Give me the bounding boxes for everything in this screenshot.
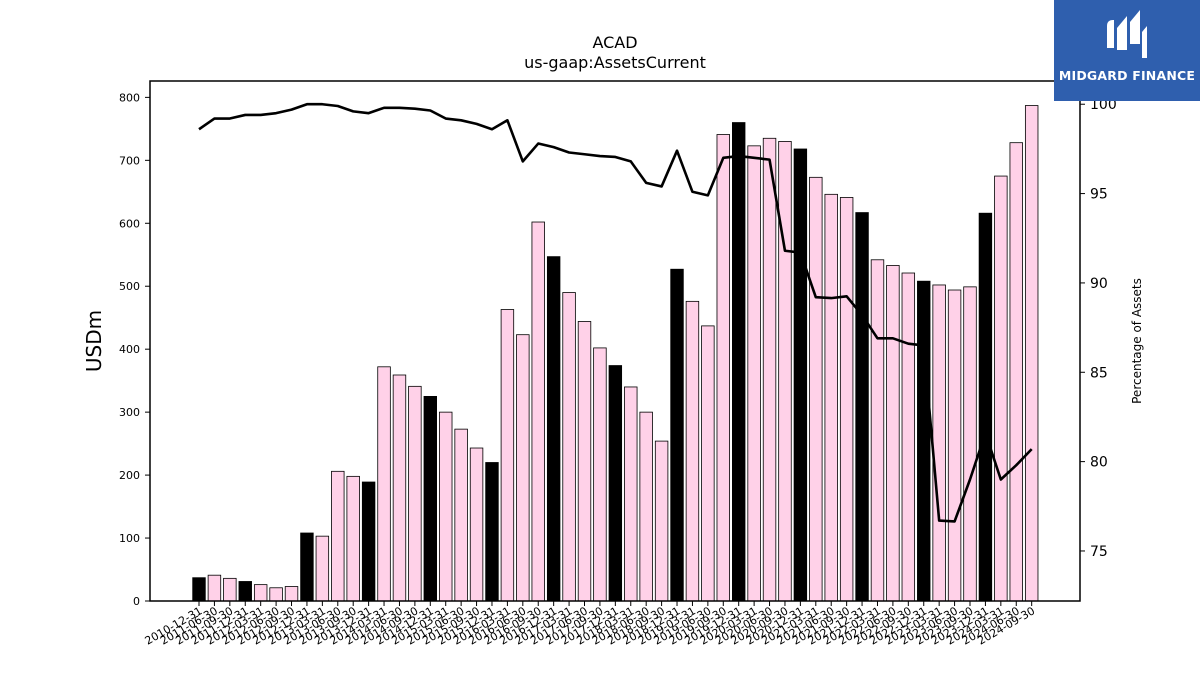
bar (839, 197, 854, 602)
chart-subtitle: us-gaap:AssetsCurrent (524, 53, 706, 72)
bar (593, 347, 607, 602)
bar (408, 385, 422, 602)
y-tick-label: 800 (119, 91, 140, 104)
bar (238, 581, 252, 602)
bar (516, 334, 530, 602)
bar (269, 587, 283, 602)
bar (1024, 105, 1039, 602)
y-tick-label: 200 (119, 469, 140, 482)
y-tick-label: 300 (119, 406, 140, 419)
bar (377, 366, 391, 602)
chart-title: ACAD (592, 33, 637, 52)
bar (824, 193, 838, 602)
bar (994, 175, 1008, 602)
axes-layer: 0100200300400500600700800758085909510020… (119, 80, 1117, 648)
bar (546, 256, 561, 602)
bar (793, 148, 808, 602)
midgard-finance-logo: MIDGARD FINANCE (1054, 0, 1200, 101)
bar (947, 289, 962, 602)
bar (639, 411, 653, 602)
y-tick-label: 600 (119, 217, 140, 230)
percentage-line (198, 102, 1033, 523)
bar (253, 584, 268, 602)
bar (454, 428, 468, 602)
bar (701, 325, 715, 602)
bar (392, 374, 407, 602)
bar (284, 586, 299, 602)
y2-tick-label: 90 (1090, 276, 1108, 292)
line-layer (198, 102, 1033, 523)
y2-tick-label: 75 (1090, 544, 1108, 560)
bar (331, 470, 345, 602)
bar (855, 212, 869, 602)
y2-tick-label: 80 (1090, 455, 1108, 471)
bar (469, 447, 484, 602)
bar (716, 134, 730, 602)
y2-tick-label: 100 (1090, 97, 1117, 113)
bar (1009, 142, 1023, 602)
bar (207, 574, 222, 602)
bar (932, 284, 946, 602)
bar (886, 265, 900, 602)
bar (485, 462, 499, 602)
bar (809, 176, 823, 602)
bar (300, 532, 314, 602)
bar (747, 145, 761, 602)
y-axis-label: USDm (82, 310, 106, 372)
bar (500, 309, 515, 602)
bar (670, 268, 684, 602)
midgard-mark-icon (1107, 10, 1147, 58)
bar (963, 286, 977, 602)
y2-tick-label: 95 (1090, 187, 1108, 203)
bar (439, 411, 453, 602)
bar (192, 577, 206, 602)
y-tick-label: 700 (119, 154, 140, 167)
bars-layer (192, 105, 1039, 602)
bar (577, 321, 592, 602)
bar (531, 221, 545, 602)
y-tick-label: 100 (119, 532, 140, 545)
bar (315, 535, 330, 602)
y2-tick-label: 85 (1090, 365, 1108, 381)
bar (361, 481, 376, 602)
bar (870, 259, 885, 602)
bar (608, 365, 623, 602)
y-tick-label: 500 (119, 280, 140, 293)
bar (654, 440, 669, 602)
bar (901, 272, 916, 602)
bar (562, 292, 576, 602)
bar (978, 212, 993, 602)
bar (685, 300, 700, 602)
bar (346, 475, 360, 602)
y-tick-label: 0 (133, 595, 140, 608)
bar (423, 395, 438, 602)
y2-axis-label: Percentage of Assets (1130, 278, 1144, 404)
bar (624, 386, 638, 602)
bar (762, 137, 777, 602)
y-tick-label: 400 (119, 343, 140, 356)
bar (223, 577, 237, 602)
logo-text: MIDGARD FINANCE (1058, 68, 1196, 83)
bar (778, 141, 792, 602)
bar (917, 280, 931, 602)
bar (732, 122, 746, 602)
